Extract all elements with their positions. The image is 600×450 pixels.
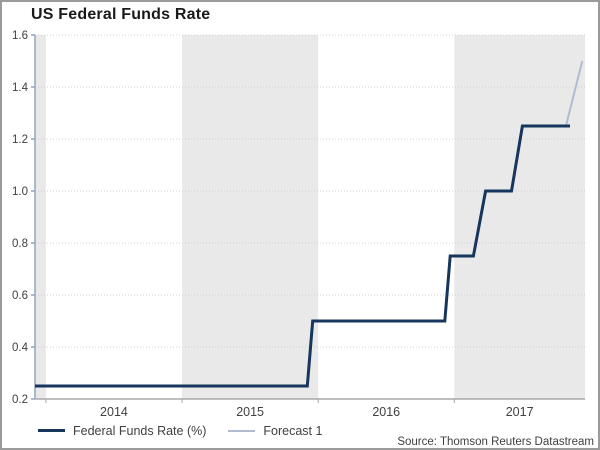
- legend-item-forecast: Forecast 1: [228, 424, 322, 438]
- year-shade-band: [182, 35, 319, 399]
- y-tick-label: 0.6: [12, 290, 28, 302]
- x-tick-label: 2014: [100, 405, 128, 419]
- legend: Federal Funds Rate (%) Forecast 1: [38, 423, 322, 438]
- y-tick-label: 0.2: [12, 394, 28, 406]
- series-line-forecast-1: [564, 60, 584, 127]
- source-attribution: Source: Thomson Reuters Datastream: [397, 436, 594, 448]
- legend-swatch-forecast-line: [228, 429, 256, 432]
- legend-label-forecast: Forecast 1: [263, 423, 323, 438]
- legend-swatch-actual-line: [38, 429, 65, 432]
- y-tick-label: 1.2: [12, 134, 28, 146]
- chart-title: US Federal Funds Rate: [31, 6, 211, 23]
- y-tick-label: 1.6: [12, 30, 28, 42]
- y-tick-label: 0.4: [12, 342, 29, 354]
- series-line-federal-funds-rate: [35, 124, 570, 388]
- x-tick-label: 2017: [506, 405, 534, 419]
- year-shade-band: [454, 35, 585, 399]
- y-tick-label: 1.0: [12, 186, 28, 198]
- y-tick-label: 1.4: [12, 82, 29, 94]
- legend-label-federal-funds-rate: Federal Funds Rate (%): [73, 423, 207, 438]
- year-shade-band: [35, 35, 46, 399]
- x-tick-label: 2015: [236, 405, 264, 419]
- legend-item-federal-funds-rate: Federal Funds Rate (%): [38, 424, 206, 438]
- y-tick-label: 0.8: [12, 238, 28, 250]
- x-tick-label: 2016: [372, 405, 400, 419]
